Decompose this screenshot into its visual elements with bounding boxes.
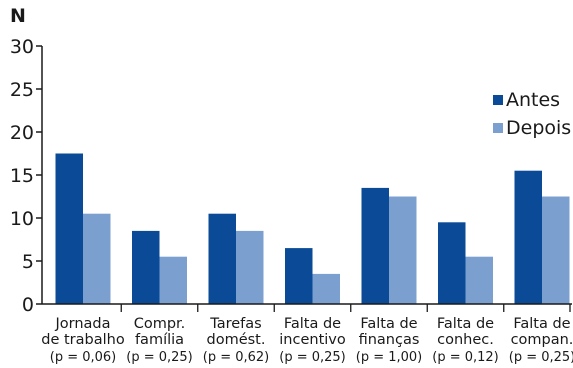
y-axis-title: N: [10, 5, 26, 27]
legend: Antes Depois: [493, 89, 571, 139]
x-category-label: Falta de: [360, 316, 417, 332]
bars: [55, 153, 570, 304]
y-tick-label: 30: [10, 36, 34, 58]
bar-depois: [465, 256, 493, 304]
x-category-label: de trabalho: [41, 332, 125, 348]
x-category-pvalue: (p = 0,25): [509, 350, 573, 365]
y-tick-label: 10: [10, 208, 34, 230]
x-category-pvalue: (p = 0,06): [50, 350, 117, 365]
x-category-pvalue: (p = 0,25): [126, 350, 193, 365]
y-tick-label: 5: [22, 251, 34, 273]
x-category-label: compan.: [511, 332, 573, 348]
x-category-pvalue: (p = 0,12): [432, 350, 499, 365]
x-category-label: Compr.: [134, 316, 186, 332]
bar-antes: [285, 248, 313, 304]
bar-antes: [132, 230, 160, 304]
y-tick-label: 20: [10, 122, 34, 144]
bar-depois: [83, 213, 111, 304]
x-category-label: incentivo: [279, 332, 346, 348]
x-category-label: domést.: [207, 332, 266, 348]
bar-antes: [438, 222, 466, 304]
x-category-label: Tarefas: [209, 316, 261, 332]
legend-swatch-depois: [493, 123, 503, 133]
x-category-label: conhec.: [437, 332, 494, 348]
x-category-pvalue: (p = 0,25): [279, 350, 346, 365]
x-category-pvalue: (p = 1,00): [356, 350, 423, 365]
y-axis: 0 5 10 15 20 25 30: [10, 36, 43, 316]
bar-antes: [361, 187, 389, 304]
y-tick-label: 15: [10, 165, 34, 187]
bar-depois: [389, 196, 417, 304]
legend-label-depois: Depois: [506, 117, 571, 139]
bar-antes: [514, 170, 542, 304]
bar-depois: [542, 196, 570, 304]
x-category-pvalue: (p = 0,62): [203, 350, 270, 365]
x-category-label: Jornada: [54, 316, 110, 332]
x-category-label: família: [135, 332, 184, 348]
bar-antes: [208, 213, 236, 304]
x-category-label: Falta de: [284, 316, 341, 332]
legend-label-antes: Antes: [506, 89, 560, 111]
bar-depois: [159, 256, 187, 304]
x-category-label: finanças: [359, 332, 420, 348]
x-category-label: Falta de: [437, 316, 494, 332]
bar-antes: [55, 153, 83, 304]
y-tick-label: 25: [10, 79, 34, 101]
y-tick-label: 0: [22, 294, 34, 316]
bar-depois: [236, 230, 264, 304]
legend-swatch-antes: [493, 95, 503, 105]
x-category-label: Falta de: [513, 316, 570, 332]
bar-depois: [312, 273, 340, 304]
